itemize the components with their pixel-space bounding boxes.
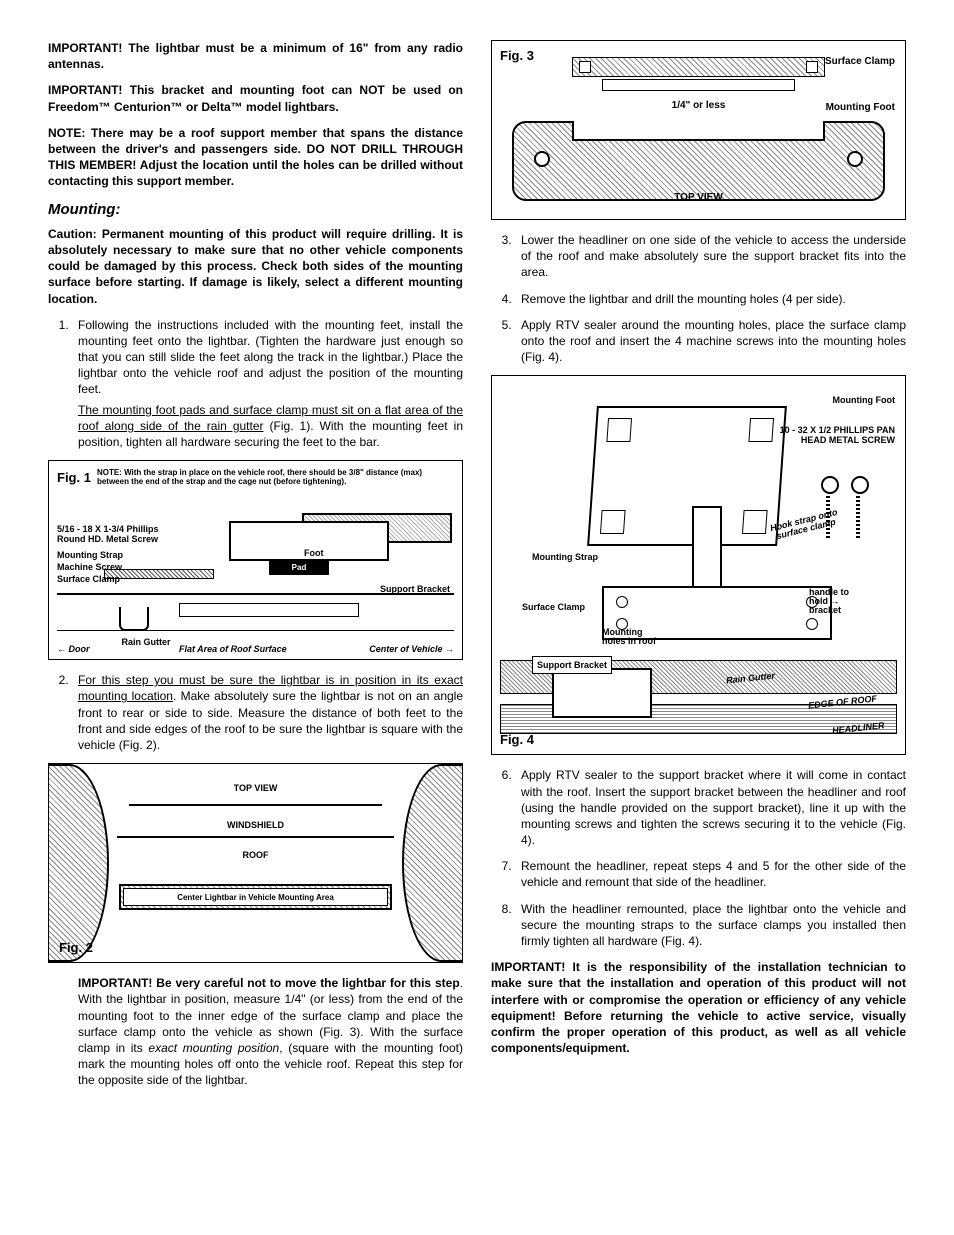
fig4-screw-label: 10 - 32 X 1/2 PHILLIPS PAN HEAD METAL SC…: [755, 426, 895, 446]
fig4-handle-label: handle to hold → bracket: [809, 588, 859, 615]
fig3-topview: TOP VIEW: [492, 191, 905, 205]
step-1: Following the instructions included with…: [72, 317, 463, 451]
important-final: IMPORTANT! It is the responsibility of t…: [491, 959, 906, 1056]
step-6: Apply RTV sealer to the support bracket …: [515, 767, 906, 848]
fig1-label: Fig. 1: [57, 469, 91, 487]
fig1-center-label: Center of Vehicle →: [369, 643, 454, 655]
step-2: For this step you must be sure the light…: [72, 672, 463, 753]
step-3: Lower the headliner on one side of the v…: [515, 232, 906, 281]
fig2-label: Fig. 2: [59, 939, 93, 957]
fig1-note: NOTE: With the strap in place on the veh…: [97, 469, 454, 487]
step-8: With the headliner remounted, place the …: [515, 901, 906, 950]
fig3-quarter-label: 1/4" or less: [492, 99, 905, 113]
fig4-support-label: Support Bracket: [532, 656, 612, 674]
fig4-strap-label: Mounting Strap: [532, 551, 598, 563]
step-7: Remount the headliner, repeat steps 4 an…: [515, 858, 906, 890]
figure-3: Fig. 3 Surface Clamp Mounting Foot 1/4" …: [491, 40, 906, 220]
figure-1: Fig. 1 NOTE: With the strap in place on …: [48, 460, 463, 660]
fig2-roof: ROOF: [49, 849, 462, 861]
step-5: Apply RTV sealer around the mounting hol…: [515, 317, 906, 366]
step-1-text: Following the instructions included with…: [78, 318, 463, 397]
fig2-center-label: Center Lightbar in Vehicle Mounting Area: [123, 888, 388, 906]
fig1-strap-label: Mounting Strap: [57, 549, 123, 561]
fig4-holes-label: Mounting holes in roof: [602, 628, 662, 646]
fig1-gutter-label: Rain Gutter: [121, 638, 171, 647]
fig4-clamp-label: Surface Clamp: [522, 601, 585, 613]
fig4-mfoot-label: Mounting Foot: [833, 394, 895, 406]
fig1-screw-label: 5/16 - 18 X 1-3/4 Phillips Round HD. Met…: [57, 525, 187, 545]
fig1-door-label: ← Door: [57, 643, 90, 655]
fig1-foot-label: Foot: [304, 547, 324, 559]
important-antenna: IMPORTANT! The lightbar must be a minimu…: [48, 40, 463, 72]
fig3-clamp-label: Surface Clamp: [825, 55, 895, 69]
mounting-heading: Mounting:: [48, 200, 463, 220]
important-models: IMPORTANT! This bracket and mounting foo…: [48, 82, 463, 114]
figure-2: TOP VIEW WINDSHIELD ROOF Center Lightbar…: [48, 763, 463, 963]
step-4: Remove the lightbar and drill the mounti…: [515, 291, 906, 307]
caution-drilling: Caution: Permanent mounting of this prod…: [48, 226, 463, 307]
fig1-pad-label: Pad: [269, 561, 329, 575]
important-step-careful: IMPORTANT! Be very careful not to move t…: [78, 975, 463, 1088]
fig1-clamp-label: Surface Clamp: [57, 573, 120, 585]
fig2-topview: TOP VIEW: [49, 782, 462, 794]
fig4-label: Fig. 4: [500, 731, 534, 749]
figure-4: Mounting Foot 10 - 32 X 1/2 PHILLIPS PAN…: [491, 375, 906, 755]
note-roof-member: NOTE: There may be a roof support member…: [48, 125, 463, 190]
fig1-machine-label: Machine Screw: [57, 561, 122, 573]
fig1-flat-label: Flat Area of Roof Surface: [179, 643, 287, 655]
fig1-bracket-label: Support Bracket: [380, 583, 450, 595]
fig3-label: Fig. 3: [500, 47, 534, 65]
fig2-windshield: WINDSHIELD: [49, 819, 462, 831]
